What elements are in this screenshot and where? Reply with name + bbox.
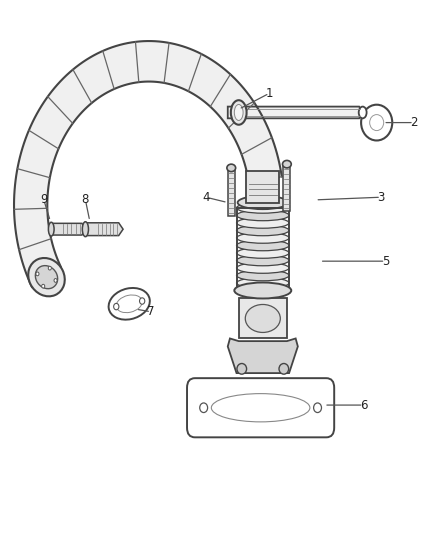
Ellipse shape — [237, 255, 289, 266]
Polygon shape — [228, 338, 298, 373]
Text: 4: 4 — [202, 191, 210, 204]
Bar — [246, 171, 279, 203]
Ellipse shape — [227, 164, 236, 172]
Ellipse shape — [237, 364, 247, 374]
Ellipse shape — [28, 258, 65, 296]
Text: 5: 5 — [382, 255, 389, 268]
Ellipse shape — [364, 107, 390, 138]
Ellipse shape — [237, 278, 289, 288]
Ellipse shape — [237, 248, 289, 259]
Ellipse shape — [48, 222, 54, 236]
Ellipse shape — [237, 285, 289, 296]
Ellipse shape — [359, 107, 367, 118]
Ellipse shape — [237, 270, 289, 281]
Ellipse shape — [237, 196, 288, 209]
Ellipse shape — [82, 222, 88, 237]
Ellipse shape — [42, 284, 45, 288]
Ellipse shape — [283, 160, 291, 168]
Ellipse shape — [245, 304, 280, 333]
Ellipse shape — [364, 107, 390, 138]
Ellipse shape — [237, 240, 289, 251]
Text: 1: 1 — [265, 87, 273, 100]
Polygon shape — [53, 223, 85, 235]
Ellipse shape — [237, 203, 289, 213]
Polygon shape — [87, 223, 123, 236]
Ellipse shape — [200, 403, 208, 413]
Ellipse shape — [116, 295, 142, 313]
Ellipse shape — [237, 225, 289, 236]
Ellipse shape — [211, 393, 310, 422]
Text: 7: 7 — [147, 305, 155, 318]
Ellipse shape — [237, 217, 289, 228]
Text: 9: 9 — [40, 193, 48, 206]
Bar — [283, 164, 290, 211]
Bar — [237, 208, 289, 290]
Ellipse shape — [370, 115, 384, 131]
Ellipse shape — [234, 282, 291, 298]
Ellipse shape — [36, 272, 39, 276]
Text: 6: 6 — [360, 399, 367, 411]
Ellipse shape — [48, 266, 51, 270]
Ellipse shape — [231, 100, 247, 125]
Text: 3: 3 — [378, 191, 385, 204]
Ellipse shape — [279, 364, 289, 374]
Ellipse shape — [140, 298, 145, 304]
Ellipse shape — [113, 303, 119, 310]
Polygon shape — [228, 107, 363, 118]
Ellipse shape — [109, 288, 150, 320]
Bar — [228, 168, 235, 216]
Text: 8: 8 — [82, 193, 89, 206]
FancyBboxPatch shape — [187, 378, 334, 437]
Ellipse shape — [237, 232, 289, 243]
Ellipse shape — [314, 403, 321, 413]
Ellipse shape — [35, 265, 58, 289]
Text: 2: 2 — [410, 116, 418, 129]
Bar — [239, 298, 287, 338]
Ellipse shape — [237, 210, 289, 221]
Ellipse shape — [237, 263, 289, 273]
Ellipse shape — [234, 104, 243, 120]
Polygon shape — [14, 41, 282, 287]
Ellipse shape — [54, 279, 57, 282]
